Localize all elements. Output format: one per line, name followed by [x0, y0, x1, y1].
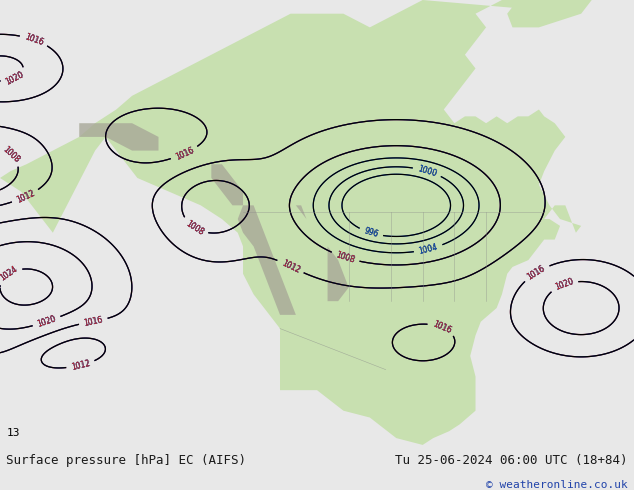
- Text: 1024: 1024: [0, 265, 19, 283]
- Text: 1012: 1012: [15, 189, 36, 205]
- Text: 1016: 1016: [83, 315, 103, 328]
- Text: 1016: 1016: [431, 319, 452, 335]
- Text: 1008: 1008: [184, 219, 205, 237]
- Text: 1016: 1016: [526, 264, 547, 281]
- Text: 1016: 1016: [23, 32, 44, 47]
- Text: 1004: 1004: [418, 243, 439, 256]
- Text: 1016: 1016: [83, 315, 103, 328]
- Text: 1004: 1004: [418, 243, 439, 256]
- Text: 1008: 1008: [335, 250, 356, 265]
- Text: Surface pressure [hPa] EC (AIFS): Surface pressure [hPa] EC (AIFS): [6, 454, 247, 467]
- Polygon shape: [238, 205, 296, 315]
- Text: 1000: 1000: [417, 164, 437, 178]
- Text: 1008: 1008: [335, 250, 356, 265]
- Text: 1008: 1008: [184, 219, 205, 237]
- Text: 1012: 1012: [70, 359, 91, 372]
- Text: 1016: 1016: [431, 319, 452, 335]
- Text: 1012: 1012: [280, 258, 301, 275]
- Text: 1000: 1000: [417, 164, 437, 178]
- Text: 1008: 1008: [335, 250, 356, 265]
- Text: 1016: 1016: [23, 32, 44, 47]
- Text: 1008: 1008: [184, 219, 205, 237]
- Text: 1016: 1016: [526, 264, 547, 281]
- Text: © weatheronline.co.uk: © weatheronline.co.uk: [486, 481, 628, 490]
- Text: 1020: 1020: [553, 277, 574, 292]
- Text: 1016: 1016: [174, 146, 195, 162]
- Text: 1008: 1008: [1, 145, 21, 164]
- Text: 1016: 1016: [174, 146, 195, 162]
- Polygon shape: [79, 123, 158, 150]
- Text: 1020: 1020: [553, 277, 574, 292]
- Text: 996: 996: [363, 226, 379, 239]
- Polygon shape: [296, 205, 349, 301]
- Text: 1012: 1012: [280, 258, 301, 275]
- Text: 1016: 1016: [83, 315, 103, 328]
- Text: 1020: 1020: [36, 314, 57, 329]
- Text: 1020: 1020: [553, 277, 574, 292]
- Text: 1020: 1020: [4, 70, 25, 87]
- Text: 1020: 1020: [4, 70, 25, 87]
- Text: 1020: 1020: [4, 70, 25, 87]
- Text: 1016: 1016: [526, 264, 547, 281]
- Text: 13: 13: [6, 428, 20, 438]
- Polygon shape: [0, 0, 581, 445]
- Polygon shape: [211, 164, 243, 205]
- Text: 1020: 1020: [36, 314, 57, 329]
- Text: 1016: 1016: [23, 32, 44, 47]
- Text: 1016: 1016: [174, 146, 195, 162]
- Text: 1012: 1012: [15, 189, 36, 205]
- Text: 1008: 1008: [1, 145, 21, 164]
- Text: 1016: 1016: [431, 319, 452, 335]
- Text: 1012: 1012: [280, 258, 301, 275]
- Text: 1024: 1024: [0, 265, 19, 283]
- Text: 1008: 1008: [1, 145, 21, 164]
- Text: 1012: 1012: [70, 359, 91, 372]
- Text: 1024: 1024: [0, 265, 19, 283]
- Polygon shape: [507, 0, 618, 27]
- Text: 1020: 1020: [36, 314, 57, 329]
- Text: 996: 996: [363, 226, 379, 239]
- Text: 1012: 1012: [70, 359, 91, 372]
- Text: Tu 25-06-2024 06:00 UTC (18+84): Tu 25-06-2024 06:00 UTC (18+84): [395, 454, 628, 467]
- Text: 1012: 1012: [15, 189, 36, 205]
